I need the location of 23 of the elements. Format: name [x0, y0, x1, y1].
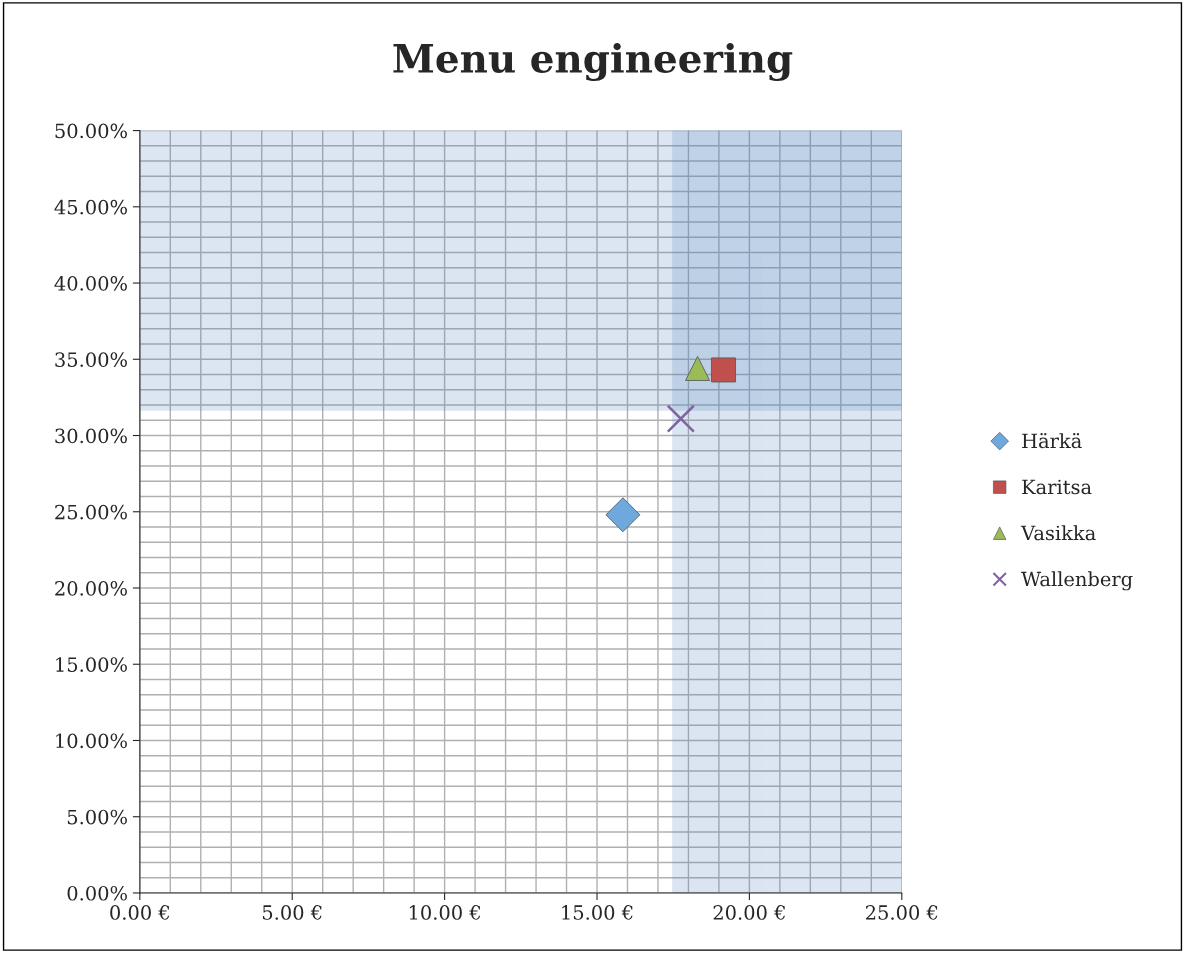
chart-title: Menu engineering	[393, 42, 793, 82]
x-tick-label: 15.00 €	[562, 905, 633, 920]
legend-label: Vasikka	[1020, 525, 1096, 541]
y-tick-label: 15.00%	[56, 657, 127, 672]
y-tick-label: 20.00%	[55, 580, 127, 596]
y-tick-label: 30.00%	[55, 428, 127, 444]
legend-label: Karitsa	[1022, 479, 1092, 495]
legend-label: Wallenberg	[1021, 571, 1133, 591]
y-tick-label: 45.00%	[54, 199, 127, 215]
y-tick-label: 0.00%	[67, 885, 127, 901]
y-tick-label: 35.00%	[55, 352, 127, 367]
legend-label: Härkä	[1022, 433, 1082, 449]
x-tick-label: 10.00 €	[409, 905, 481, 920]
x-tick-label: 25.00 €	[866, 905, 938, 920]
y-tick-label: 25.00%	[55, 504, 127, 520]
point	[666, 404, 696, 433]
y-tick-label: 40.00%	[54, 276, 127, 291]
x-tick-label: 20.00 €	[713, 905, 785, 920]
y-tick-label: 5.00%	[67, 809, 127, 825]
y-tick-label: 50.00%	[55, 123, 127, 139]
y-tick-label: 10.00%	[56, 733, 127, 749]
x-tick-label: 5.00 €	[262, 905, 322, 920]
x-tick-label: 0.00 €	[110, 905, 170, 920]
